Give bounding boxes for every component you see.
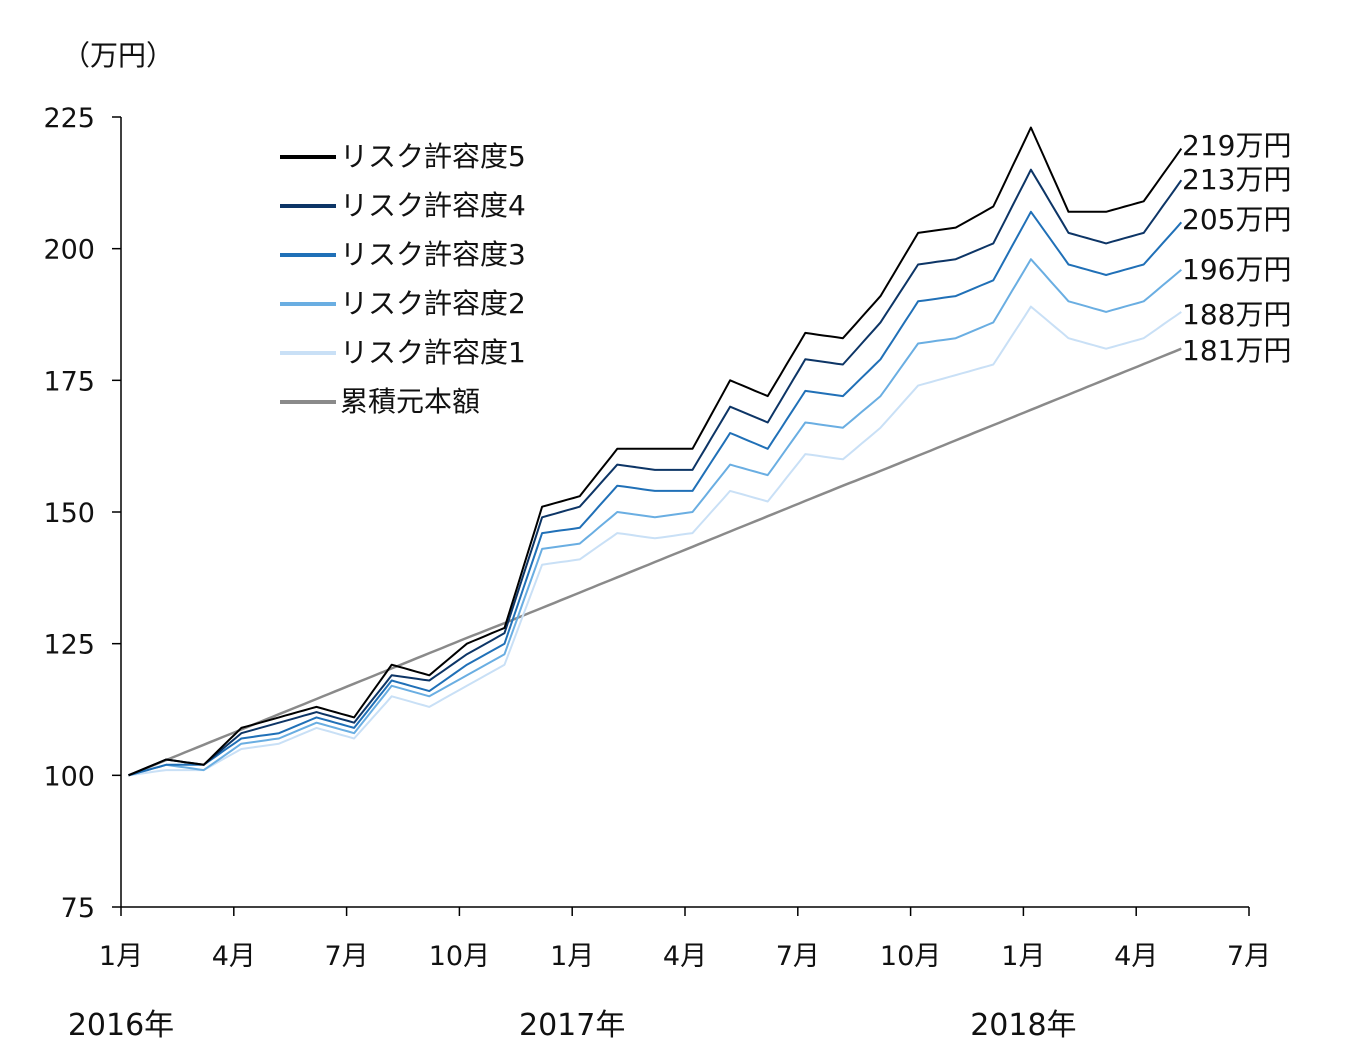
y-tick-label: 225 <box>43 103 95 134</box>
x-tick-label: 7月 <box>325 941 369 972</box>
legend-swatch <box>280 252 336 257</box>
legend-label: 累積元本額 <box>340 384 481 418</box>
legend-item-risk-4: リスク許容度4 <box>280 181 526 230</box>
series-line-risk-2 <box>128 258 1182 777</box>
x-tick-label: 4月 <box>663 941 707 972</box>
legend-swatch <box>280 203 336 208</box>
series-line-risk-3 <box>128 210 1183 777</box>
legend-item-risk-1: リスク許容度1 <box>280 328 526 377</box>
legend-label: リスク許容度1 <box>340 335 526 369</box>
legend-item-risk-2: リスク許容度2 <box>280 279 526 328</box>
series-line-risk-5 <box>128 126 1183 777</box>
series-lines <box>128 126 1183 777</box>
legend: リスク許容度5 リスク許容度4 リスク許容度3 リスク許容度2 リスク許容度1 … <box>280 132 526 426</box>
end-label-risk-2: 196万円 <box>1182 253 1291 286</box>
y-tick-label: 125 <box>43 630 95 661</box>
x-tick-label: 4月 <box>212 941 256 972</box>
year-label-2017: 2017年 <box>519 1008 626 1043</box>
year-label-2016: 2016年 <box>67 1008 175 1043</box>
legend-item-risk-5: リスク許容度5 <box>280 132 526 181</box>
x-tick-label: 1月 <box>550 941 594 972</box>
legend-label: リスク許容度4 <box>340 188 526 222</box>
axes: 75 100 125 150 175 200 225 1月 4月 7月 10月 1月 4月 7月 10月 1月… <box>43 103 1271 972</box>
y-tick-label: 175 <box>43 366 95 397</box>
legend-swatch <box>280 350 336 355</box>
x-tick-label: 1月 <box>99 941 143 972</box>
y-tick-label: 200 <box>43 235 95 266</box>
end-label-risk-5: 219万円 <box>1182 129 1291 162</box>
x-tick-label: 1月 <box>1001 941 1045 972</box>
end-label-principal: 181万円 <box>1182 334 1291 367</box>
end-label-risk-1: 188万円 <box>1182 298 1291 331</box>
y-tick-label: 75 <box>61 893 95 924</box>
x-tick-label: 10月 <box>429 941 490 972</box>
end-label-risk-4: 213万円 <box>1182 163 1291 196</box>
legend-item-risk-3: リスク許容度3 <box>280 230 526 279</box>
y-tick-label: 100 <box>43 761 95 792</box>
x-tick-label: 10月 <box>880 941 941 972</box>
legend-item-principal: 累積元本額 <box>280 377 526 426</box>
end-label-risk-3: 205万円 <box>1182 203 1291 236</box>
legend-label: リスク許容度3 <box>340 237 526 271</box>
legend-label: リスク許容度2 <box>340 286 526 320</box>
x-tick-label: 7月 <box>1227 941 1271 972</box>
series-line-risk-1 <box>128 305 1182 777</box>
x-tick-label: 4月 <box>1114 941 1158 972</box>
legend-swatch <box>280 301 336 306</box>
y-axis-unit-label: （万円） <box>62 39 175 72</box>
year-label-2018: 2018年 <box>970 1008 1077 1043</box>
legend-swatch <box>280 154 336 159</box>
x-tick-label: 7月 <box>776 941 820 972</box>
series-line-principal <box>128 347 1182 777</box>
legend-label: リスク許容度5 <box>340 139 526 173</box>
series-line-risk-4 <box>128 168 1183 777</box>
legend-swatch <box>280 399 336 404</box>
y-tick-label: 150 <box>43 498 95 529</box>
